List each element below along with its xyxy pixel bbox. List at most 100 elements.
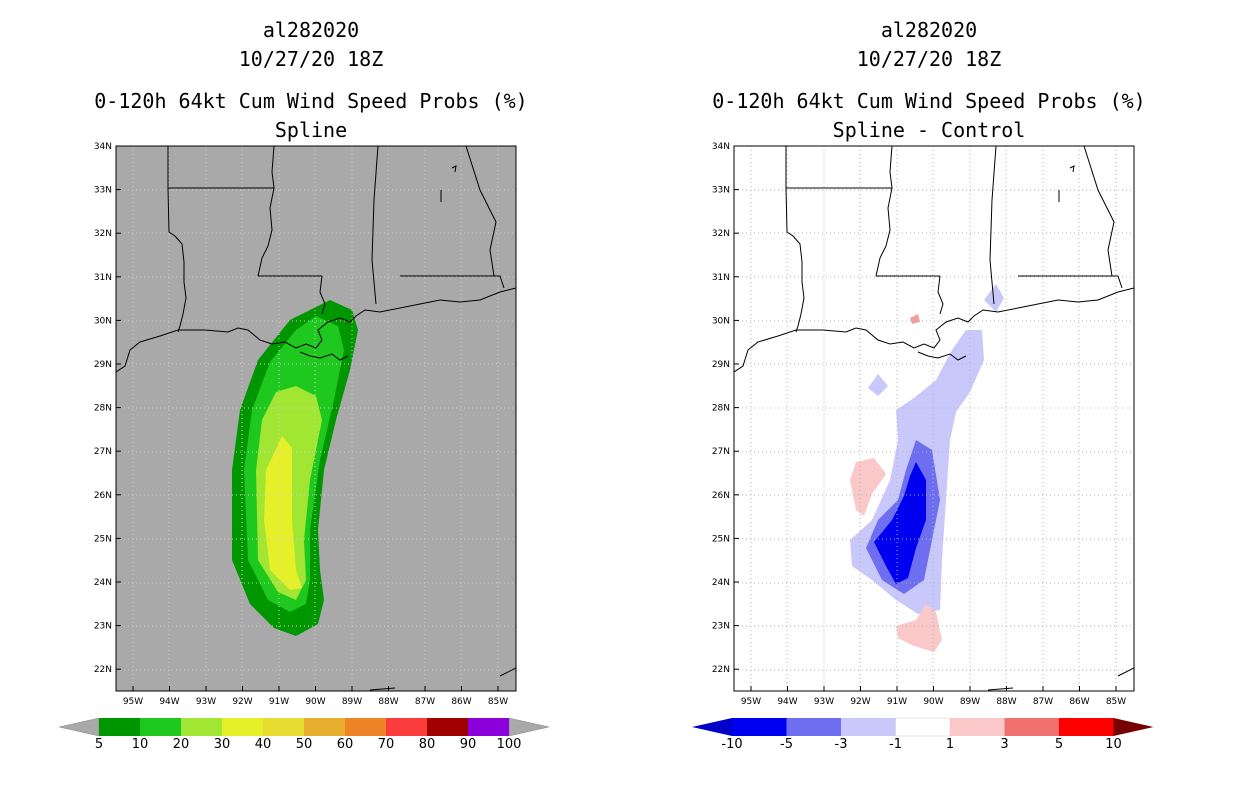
contour-30 xyxy=(264,436,302,590)
lat-label: 22N xyxy=(712,665,730,675)
lon-label: 90W xyxy=(923,697,943,707)
lat-label: 26N xyxy=(94,491,112,501)
colorbar-segment xyxy=(895,717,951,737)
lat-label: 24N xyxy=(94,578,112,588)
left-product: 0-120h 64kt Cum Wind Speed Probs (%) xyxy=(94,89,528,113)
left-datetime: 10/27/20 18Z xyxy=(238,47,384,71)
lon-label: 85W xyxy=(1106,697,1126,707)
lat-label: 29N xyxy=(712,360,730,370)
colorbar-label: 1 xyxy=(946,737,954,752)
colorbar-label: 10 xyxy=(132,737,149,752)
left-probability-contours xyxy=(116,146,516,691)
lat-label: 30N xyxy=(94,316,112,326)
right-subtitle: Spline - Control xyxy=(832,118,1026,142)
contour-pos1-c xyxy=(910,314,920,324)
colorbar-label: 20 xyxy=(173,737,190,752)
contour-neg5 xyxy=(874,462,926,584)
lat-label: 25N xyxy=(94,534,112,544)
lat-label: 31N xyxy=(712,273,730,283)
colorbar-segment xyxy=(1059,718,1114,736)
lon-label: 91W xyxy=(887,697,907,707)
right-storm-id: al282020 xyxy=(880,18,978,42)
lat-label: 27N xyxy=(712,447,730,457)
lon-label: 94W xyxy=(777,697,797,707)
lat-label: 23N xyxy=(94,622,112,632)
colorbar-segment xyxy=(345,718,386,736)
lat-label: 29N xyxy=(94,360,112,370)
left-grid xyxy=(116,146,516,691)
lon-label: 89W xyxy=(960,697,980,707)
left-map-panel: 34N 33N 32N 31N 30N 29N 28N 27N 26N 25N 24N 23N 22N 9… xyxy=(94,142,517,707)
lat-label: 23N xyxy=(712,622,730,632)
lat-label: 32N xyxy=(712,229,730,239)
right-axis-labels: 34N 33N 32N 31N 30N 29N 28N 27N 26N 25N 24N 23N 22N 9… xyxy=(712,142,1126,707)
lon-label: 90W xyxy=(305,697,325,707)
left-colorbar: 5 10 20 30 40 50 60 70 80 90 100 xyxy=(58,717,550,752)
lat-label: 22N xyxy=(94,665,112,675)
lat-label: 27N xyxy=(94,447,112,457)
colorbar-label: 80 xyxy=(419,737,436,752)
lat-label: 30N xyxy=(712,316,730,326)
lat-label: 28N xyxy=(94,404,112,414)
lat-label: 28N xyxy=(712,404,730,414)
lon-label: 93W xyxy=(196,697,216,707)
colorbar-segment xyxy=(140,718,181,736)
lon-label: 87W xyxy=(415,697,435,707)
right-difference-contours xyxy=(734,146,1134,691)
colorbar-label: 90 xyxy=(460,737,477,752)
colorbar-low-triangle xyxy=(692,718,732,736)
left-title-block: al282020 10/27/20 18Z 0-120h 64kt Cum Wi… xyxy=(16,16,606,145)
lon-label: 95W xyxy=(123,697,143,707)
colorbar-segment xyxy=(386,718,427,736)
contour-pos1-a xyxy=(850,458,886,516)
lat-label: 31N xyxy=(94,273,112,283)
colorbar-label: -1 xyxy=(889,737,902,752)
contour-neg1-c xyxy=(868,374,888,396)
colorbar-label: 10 xyxy=(1105,737,1122,752)
colorbar-high-triangle xyxy=(508,717,550,737)
colorbar-label: 30 xyxy=(214,737,231,752)
colorbar-label: -5 xyxy=(780,737,793,752)
colorbar-label: -10 xyxy=(721,737,742,752)
colorbar-segment xyxy=(950,718,1005,736)
colorbar-segment xyxy=(841,718,896,736)
colorbar-label: 50 xyxy=(296,737,313,752)
left-storm-id: al282020 xyxy=(262,18,360,42)
colorbar-label: 5 xyxy=(1055,737,1063,752)
lon-label: 95W xyxy=(741,697,761,707)
colorbar-segment xyxy=(1004,718,1059,736)
lat-label: 26N xyxy=(712,491,730,501)
colorbar-segment xyxy=(427,718,468,736)
right-map-panel: 34N 33N 32N 31N 30N 29N 28N 27N 26N 25N 24N 23N 22N 9… xyxy=(712,142,1135,707)
lat-label: 33N xyxy=(712,186,730,196)
colorbar-segment xyxy=(468,718,509,736)
left-axis-labels: 34N 33N 32N 31N 30N 29N 28N 27N 26N 25N 24N 23N 22N 9… xyxy=(94,142,508,707)
lat-label: 24N xyxy=(712,578,730,588)
colorbar-segment xyxy=(304,718,345,736)
lon-label: 93W xyxy=(814,697,834,707)
lon-label: 89W xyxy=(342,697,362,707)
lat-label: 34N xyxy=(712,142,730,152)
lon-label: 88W xyxy=(378,697,398,707)
colorbar-label: 100 xyxy=(497,737,522,752)
lon-label: 91W xyxy=(269,697,289,707)
right-product: 0-120h 64kt Cum Wind Speed Probs (%) xyxy=(712,89,1146,113)
lon-label: 94W xyxy=(159,697,179,707)
colorbar-segment xyxy=(99,718,140,736)
lon-label: 86W xyxy=(451,697,471,707)
lon-label: 92W xyxy=(232,697,252,707)
colorbar-label: 60 xyxy=(337,737,354,752)
lon-label: 92W xyxy=(850,697,870,707)
lon-label: 86W xyxy=(1069,697,1089,707)
colorbar-segment xyxy=(181,718,222,736)
colorbar-segment xyxy=(732,718,787,736)
lat-label: 32N xyxy=(94,229,112,239)
lon-label: 85W xyxy=(488,697,508,707)
right-grid xyxy=(734,146,1134,691)
lat-label: 34N xyxy=(94,142,112,152)
right-colorbar: -10 -5 -3 -1 1 3 5 10 xyxy=(692,717,1154,752)
right-title-block: al282020 10/27/20 18Z 0-120h 64kt Cum Wi… xyxy=(634,16,1224,145)
colorbar-segment xyxy=(263,718,304,736)
contour-neg1-b xyxy=(984,284,1004,312)
